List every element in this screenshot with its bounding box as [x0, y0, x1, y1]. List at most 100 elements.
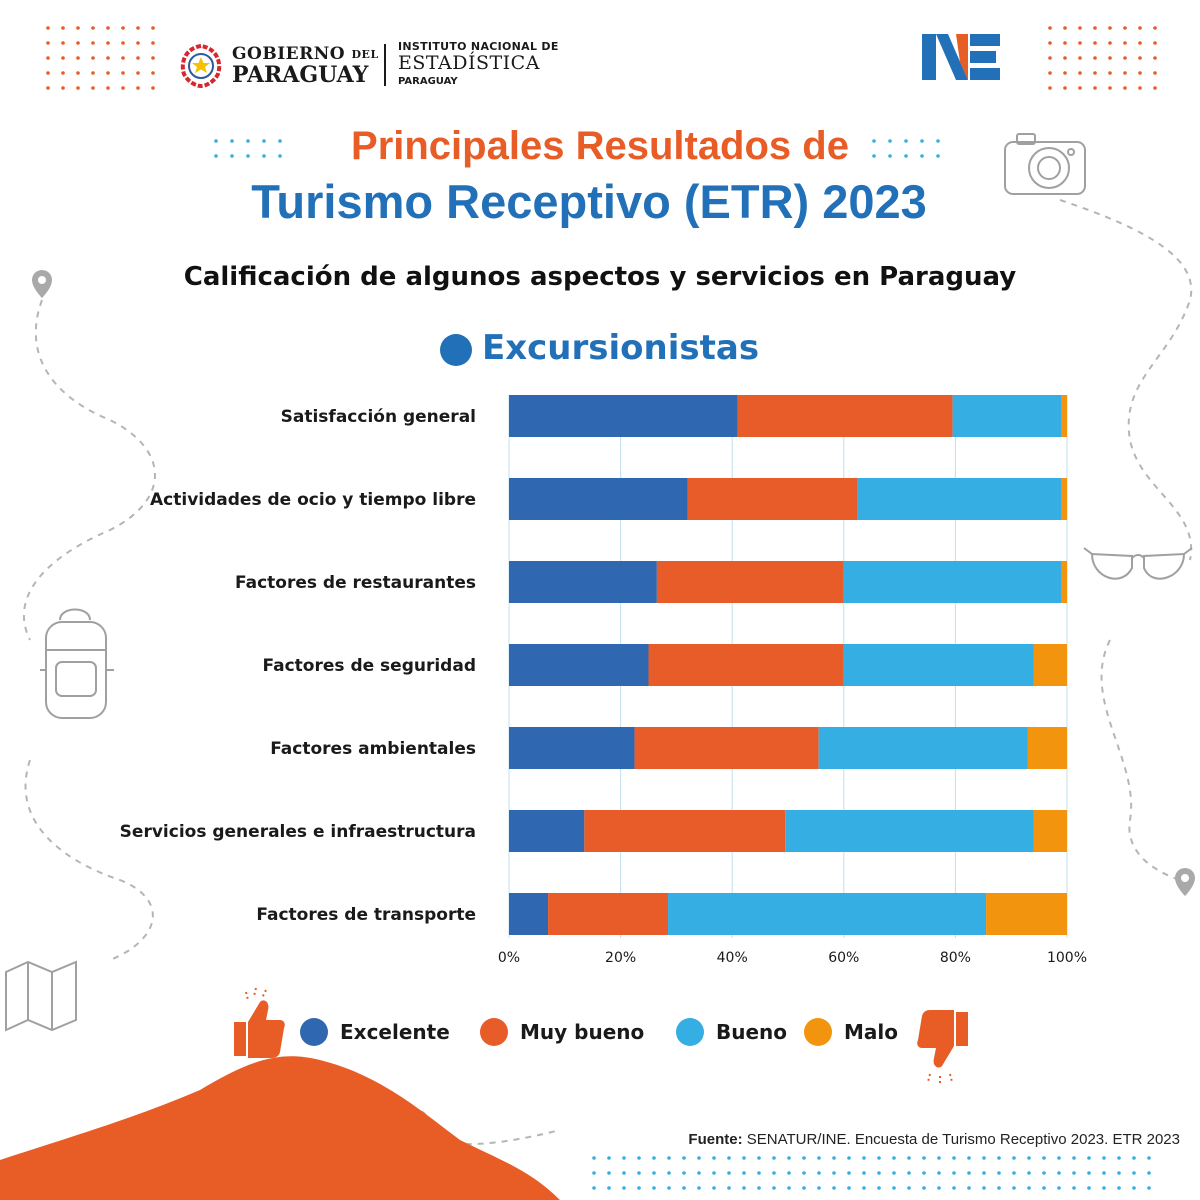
decor-dot [1147, 1156, 1151, 1160]
legend-label-excelente: Excelente [340, 1020, 450, 1044]
decor-dot [697, 1186, 701, 1190]
chart-category-labels: Satisfacción general Actividades de ocio … [120, 407, 476, 925]
decor-dot [136, 41, 140, 45]
decor-dot [652, 1186, 656, 1190]
decor-dot [106, 26, 110, 30]
decor-dot [106, 71, 110, 75]
decor-dot [76, 71, 80, 75]
category-label: Factores de seguridad [263, 656, 476, 676]
decor-dot [847, 1171, 851, 1175]
decor-dot [997, 1186, 1001, 1190]
bar-segment-malo [1061, 395, 1067, 437]
decor-dot [637, 1171, 641, 1175]
decor-dot [817, 1156, 821, 1160]
bar-segment-malo [1061, 478, 1067, 520]
bar-segment-bueno [952, 395, 1062, 437]
decor-dot [1108, 26, 1112, 30]
bar-segment-bueno [857, 478, 1062, 520]
decor-dot [772, 1156, 776, 1160]
stacked-bar-chart: Satisfacción general Actividades de ocio … [120, 395, 1087, 966]
decor-dot [1027, 1186, 1031, 1190]
decor-dot [1087, 1171, 1091, 1175]
decor-dot [1012, 1171, 1016, 1175]
map-pin-icon [32, 270, 52, 298]
thumbs-up-icon [234, 987, 285, 1058]
decor-dot [151, 56, 155, 60]
decor-dot [862, 1156, 866, 1160]
bar-segment-bueno [843, 561, 1062, 603]
decor-dot [76, 86, 80, 90]
decor-dot [46, 86, 50, 90]
decor-dot [106, 86, 110, 90]
decor-dot [712, 1156, 716, 1160]
bar-segment-muy-bueno [648, 644, 844, 686]
bar-segment-muy-bueno [584, 810, 786, 852]
x-tick-label: 40% [717, 950, 748, 966]
category-label: Factores ambientales [270, 739, 476, 759]
decor-dot [1123, 26, 1127, 30]
decor-dot [1123, 71, 1127, 75]
category-label: Actividades de ocio y tiempo libre [150, 490, 476, 510]
decor-dot [1042, 1186, 1046, 1190]
decor-dot [1117, 1186, 1121, 1190]
decor-dot [892, 1156, 896, 1160]
decor-dot [1042, 1171, 1046, 1175]
bar-segment-malo [1033, 810, 1067, 852]
decor-dot [1123, 86, 1127, 90]
decor-dot [1123, 41, 1127, 45]
decor-dot [1138, 56, 1142, 60]
decor-dot [757, 1171, 761, 1175]
title-dots-right [872, 139, 940, 158]
decor-dot [151, 26, 155, 30]
decor-dot [862, 1171, 866, 1175]
decor-dot [1153, 56, 1157, 60]
decor-dot [61, 71, 65, 75]
decor-dot [1048, 41, 1052, 45]
decor-dot [682, 1186, 686, 1190]
decor-dot [1072, 1156, 1076, 1160]
decor-dot [136, 26, 140, 30]
decor-dot [907, 1186, 911, 1190]
decor-dot [757, 1186, 761, 1190]
decor-dot [592, 1171, 596, 1175]
decor-dot [1057, 1186, 1061, 1190]
decor-dot [1078, 41, 1082, 45]
decor-dot [136, 86, 140, 90]
section-bullet-dot [440, 334, 472, 366]
bar-segment-muy-bueno [548, 893, 669, 935]
decor-dot [892, 1186, 896, 1190]
decor-dot [787, 1156, 791, 1160]
bar-segment-muy-bueno [687, 478, 858, 520]
decor-dot [982, 1171, 986, 1175]
bar-segment-excelente [509, 478, 688, 520]
decor-dot [727, 1156, 731, 1160]
decor-dot [682, 1156, 686, 1160]
decor-dot [607, 1171, 611, 1175]
decor-dot [121, 56, 125, 60]
decor-dot [91, 86, 95, 90]
decor-dot [802, 1156, 806, 1160]
category-label: Factores de restaurantes [235, 573, 476, 593]
decor-dot [61, 41, 65, 45]
decor-dot [862, 1186, 866, 1190]
decor-dot [667, 1156, 671, 1160]
decor-dot [1153, 71, 1157, 75]
decor-dot [877, 1186, 881, 1190]
decor-dot [637, 1186, 641, 1190]
decor-dot [982, 1186, 986, 1190]
decor-dot [106, 41, 110, 45]
decor-dot [742, 1156, 746, 1160]
decor-dot [802, 1171, 806, 1175]
bar-segment-malo [1033, 644, 1067, 686]
decor-dot [1048, 56, 1052, 60]
dashed-travel-path-left-lower [24, 759, 154, 961]
decor-dot [907, 1171, 911, 1175]
decor-dot [667, 1186, 671, 1190]
decor-dot [1048, 26, 1052, 30]
decor-dot [1138, 41, 1142, 45]
decor-dot [592, 1156, 596, 1160]
decor-dot [1063, 56, 1067, 60]
bar-segment-malo [1027, 727, 1067, 769]
decor-dot [1093, 26, 1097, 30]
decor-dot [997, 1171, 1001, 1175]
